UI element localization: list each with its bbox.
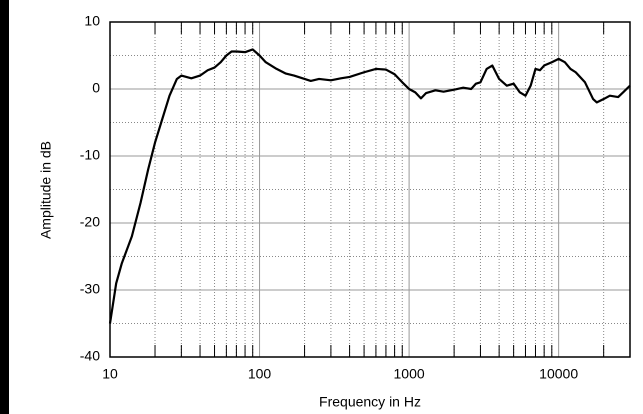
y-tick-label: -10 xyxy=(80,147,100,163)
y-tick-label: -20 xyxy=(80,214,100,230)
x-tick-label: 100 xyxy=(248,366,272,382)
x-tick-label: 10 xyxy=(102,366,118,382)
edge-strip xyxy=(0,0,9,414)
y-axis-label: Amplitude in dB xyxy=(38,141,54,239)
response-line xyxy=(108,48,631,324)
y-tick-label: 10 xyxy=(84,13,100,29)
x-tick-label: 10000 xyxy=(539,366,578,382)
y-tick-label: -30 xyxy=(80,281,100,297)
y-tick-label: 0 xyxy=(92,80,100,96)
x-axis-label: Frequency in Hz xyxy=(319,394,421,410)
y-tick-label: -40 xyxy=(80,348,100,364)
x-tick-label: 1000 xyxy=(394,366,425,382)
plot-frame xyxy=(109,21,631,358)
